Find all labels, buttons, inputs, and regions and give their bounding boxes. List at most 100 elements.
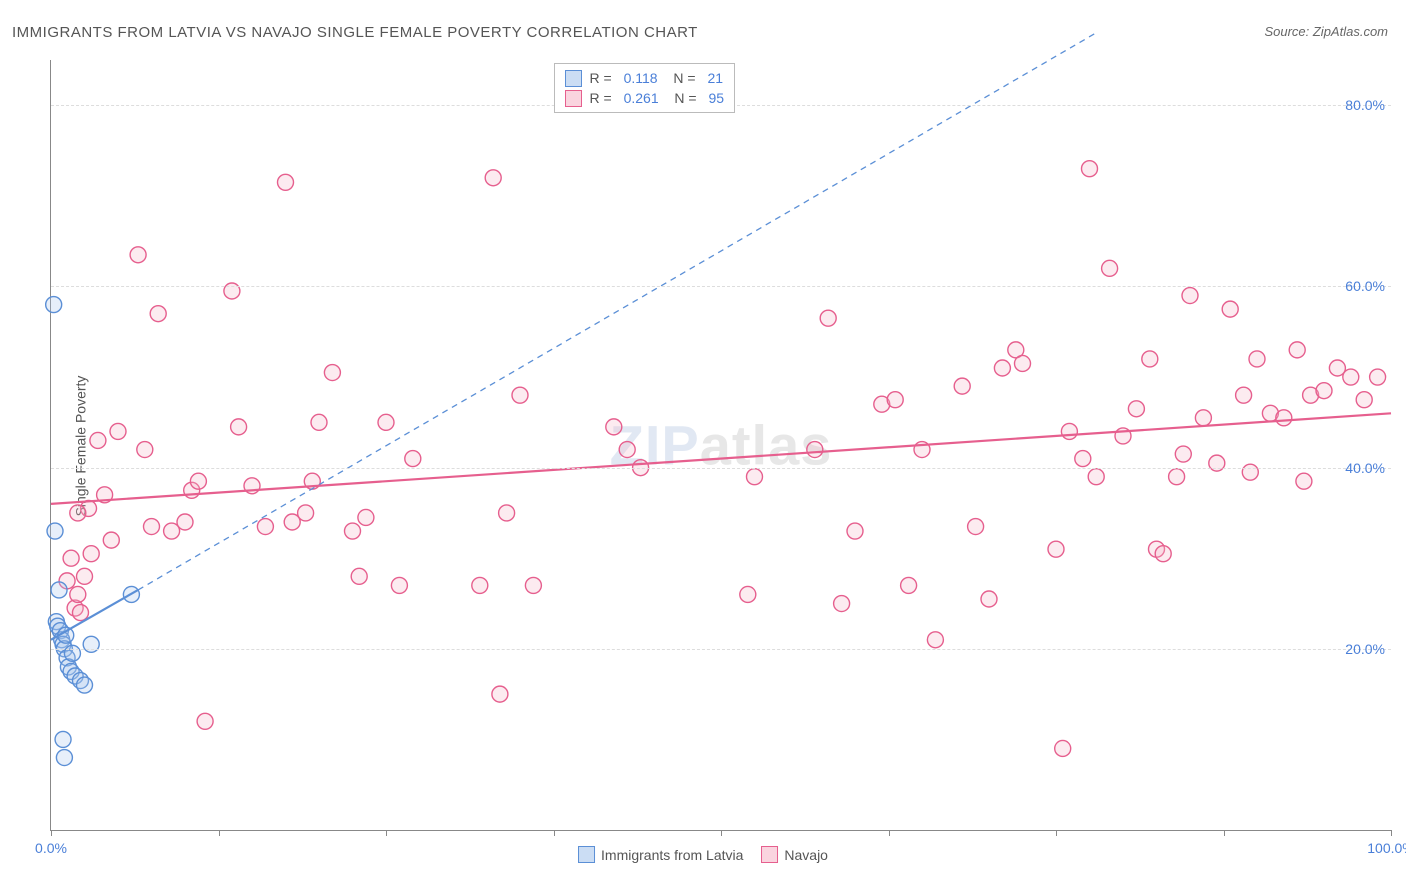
scatter-point — [144, 519, 160, 535]
scatter-point — [137, 442, 153, 458]
scatter-point — [345, 523, 361, 539]
scatter-point — [257, 519, 273, 535]
regression-extrapolation — [138, 33, 1096, 590]
source-attribution: Source: ZipAtlas.com — [1264, 24, 1388, 39]
scatter-point — [150, 306, 166, 322]
legend-swatch — [761, 846, 778, 863]
scatter-point — [606, 419, 622, 435]
legend-series-name: Navajo — [784, 847, 828, 863]
scatter-point — [1142, 351, 1158, 367]
scatter-point — [63, 550, 79, 566]
x-tick — [51, 830, 52, 836]
scatter-point — [525, 577, 541, 593]
scatter-point — [847, 523, 863, 539]
scatter-point — [968, 519, 984, 535]
scatter-point — [747, 469, 763, 485]
scatter-point — [1015, 355, 1031, 371]
legend-stats-row: R = 0.118 N = 21 — [565, 68, 725, 88]
x-tick-label: 100.0% — [1367, 840, 1406, 856]
scatter-point — [1048, 541, 1064, 557]
scatter-point — [1169, 469, 1185, 485]
scatter-point — [83, 546, 99, 562]
scatter-point — [485, 170, 501, 186]
y-tick-label: 40.0% — [1345, 460, 1385, 476]
scatter-point — [512, 387, 528, 403]
plot-svg — [51, 60, 1391, 830]
scatter-point — [994, 360, 1010, 376]
x-tick — [554, 830, 555, 836]
scatter-point — [177, 514, 193, 530]
scatter-point — [1296, 473, 1312, 489]
scatter-point — [56, 750, 72, 766]
legend-n-label: N = — [667, 88, 701, 108]
scatter-point — [1222, 301, 1238, 317]
scatter-point — [55, 731, 71, 747]
gridline — [51, 468, 1391, 469]
legend-n-value: 21 — [707, 68, 723, 88]
scatter-point — [820, 310, 836, 326]
scatter-point — [324, 365, 340, 381]
legend-r-label: R = — [590, 88, 616, 108]
scatter-point — [927, 632, 943, 648]
scatter-point — [1195, 410, 1211, 426]
legend-swatch — [565, 70, 582, 87]
scatter-point — [47, 523, 63, 539]
legend-r-value: 0.118 — [624, 68, 658, 88]
scatter-point — [358, 509, 374, 525]
scatter-point — [46, 297, 62, 313]
scatter-point — [834, 596, 850, 612]
scatter-point — [1182, 288, 1198, 304]
scatter-point — [1175, 446, 1191, 462]
x-tick-label: 0.0% — [35, 840, 67, 856]
scatter-point — [278, 174, 294, 190]
scatter-point — [1356, 392, 1372, 408]
scatter-point — [1155, 546, 1171, 562]
chart-title: IMMIGRANTS FROM LATVIA VS NAVAJO SINGLE … — [12, 24, 698, 41]
scatter-point — [472, 577, 488, 593]
scatter-point — [887, 392, 903, 408]
scatter-point — [103, 532, 119, 548]
x-tick — [1056, 830, 1057, 836]
plot-area: ZIPatlas 20.0%40.0%60.0%80.0%0.0%100.0%R… — [50, 60, 1391, 831]
scatter-point — [1242, 464, 1258, 480]
x-tick — [889, 830, 890, 836]
legend-stats: R = 0.118 N = 21R = 0.261 N = 95 — [554, 63, 736, 113]
regression-line — [51, 590, 138, 640]
legend-swatch — [565, 90, 582, 107]
scatter-point — [1209, 455, 1225, 471]
scatter-point — [1055, 740, 1071, 756]
scatter-point — [1082, 161, 1098, 177]
chart-container: IMMIGRANTS FROM LATVIA VS NAVAJO SINGLE … — [0, 0, 1406, 892]
scatter-point — [378, 414, 394, 430]
scatter-point — [1128, 401, 1144, 417]
y-tick-label: 20.0% — [1345, 641, 1385, 657]
legend-item: Navajo — [761, 846, 828, 863]
scatter-point — [83, 636, 99, 652]
scatter-point — [492, 686, 508, 702]
legend-r-label: R = — [590, 68, 616, 88]
gridline — [51, 649, 1391, 650]
scatter-point — [351, 568, 367, 584]
scatter-point — [1289, 342, 1305, 358]
scatter-point — [197, 713, 213, 729]
scatter-point — [77, 568, 93, 584]
scatter-point — [130, 247, 146, 263]
scatter-point — [311, 414, 327, 430]
scatter-point — [298, 505, 314, 521]
scatter-point — [1276, 410, 1292, 426]
scatter-point — [90, 432, 106, 448]
scatter-point — [1061, 423, 1077, 439]
legend-n-value: 95 — [708, 88, 724, 108]
scatter-point — [740, 586, 756, 602]
scatter-point — [807, 442, 823, 458]
scatter-point — [901, 577, 917, 593]
scatter-point — [231, 419, 247, 435]
scatter-point — [1249, 351, 1265, 367]
scatter-point — [1316, 383, 1332, 399]
scatter-point — [391, 577, 407, 593]
scatter-point — [619, 442, 635, 458]
x-tick — [1391, 830, 1392, 836]
x-tick — [1224, 830, 1225, 836]
scatter-point — [405, 451, 421, 467]
scatter-point — [72, 605, 88, 621]
